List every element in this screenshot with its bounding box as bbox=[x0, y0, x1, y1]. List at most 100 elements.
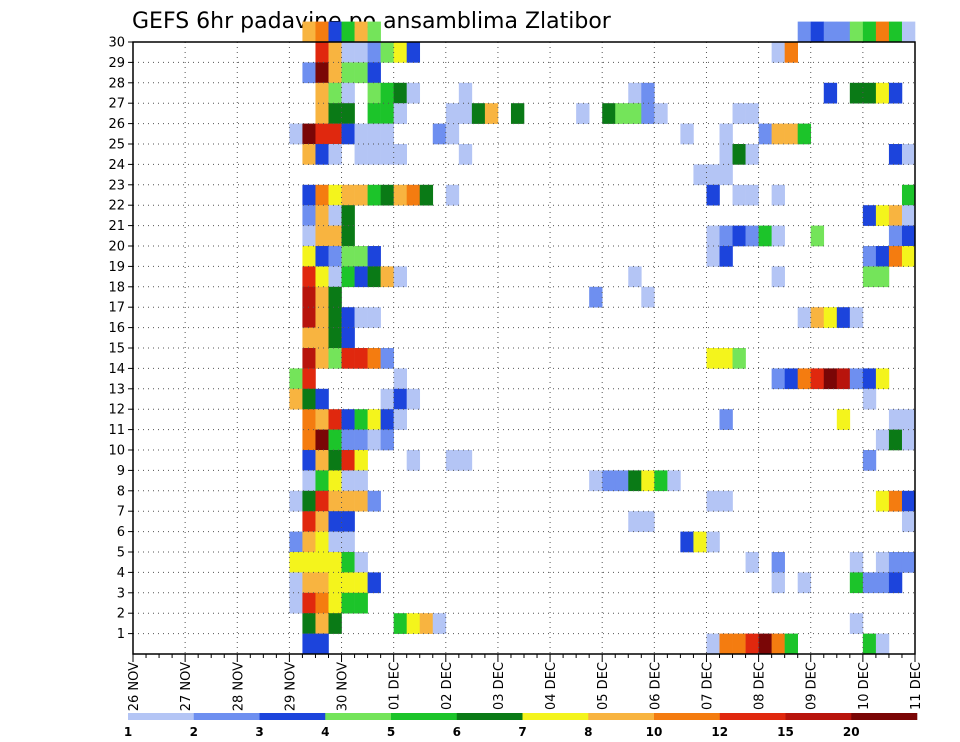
heatmap-cell bbox=[393, 82, 407, 104]
heatmap-cell bbox=[315, 266, 329, 288]
heatmap-cell bbox=[719, 123, 733, 145]
heatmap-cell bbox=[328, 409, 342, 430]
heatmap-cell bbox=[706, 490, 720, 512]
heatmap-cell bbox=[328, 184, 342, 206]
heatmap-cell bbox=[784, 123, 798, 145]
heatmap-cell bbox=[380, 184, 394, 206]
heatmap-cell bbox=[836, 409, 851, 430]
heatmap-cell bbox=[901, 144, 916, 165]
heatmap-cell bbox=[471, 103, 486, 124]
heatmap-cell bbox=[302, 511, 316, 532]
heatmap-cell bbox=[302, 552, 316, 573]
heatmap-cell bbox=[315, 531, 329, 553]
heatmap-cell bbox=[315, 327, 329, 349]
heatmap-cell bbox=[445, 184, 460, 206]
heatmap-cell bbox=[328, 205, 342, 226]
heatmap-cell bbox=[849, 368, 864, 390]
y-tick-label: 7 bbox=[117, 505, 125, 520]
heatmap-cell bbox=[328, 62, 342, 84]
heatmap-cell bbox=[771, 123, 785, 145]
heatmap-cell bbox=[315, 429, 329, 451]
heatmap-cell bbox=[341, 103, 355, 124]
heatmap-cell bbox=[615, 470, 629, 492]
colorbar-tick-label: 3 bbox=[255, 725, 263, 739]
heatmap-cell bbox=[901, 225, 916, 247]
heatmap-cell bbox=[406, 82, 421, 104]
heatmap-cell bbox=[888, 205, 903, 226]
heatmap-cell bbox=[745, 184, 759, 206]
heatmap-cell bbox=[315, 348, 329, 369]
heatmap-cell bbox=[797, 123, 812, 145]
colorbar-swatch bbox=[851, 713, 918, 720]
heatmap-cell bbox=[328, 266, 342, 288]
heatmap-cell bbox=[367, 103, 381, 124]
heatmap-cell bbox=[654, 103, 668, 124]
heatmap-cell bbox=[810, 21, 825, 43]
colorbar-swatch bbox=[588, 713, 655, 720]
heatmap-cell bbox=[354, 348, 368, 369]
heatmap-cell bbox=[849, 82, 864, 104]
heatmap-cell bbox=[458, 144, 473, 165]
y-tick-label: 4 bbox=[117, 566, 125, 581]
heatmap-cell bbox=[302, 490, 316, 512]
heatmap-cell bbox=[302, 327, 316, 349]
heatmap-cell bbox=[367, 21, 381, 43]
heatmap-cell bbox=[354, 42, 368, 63]
heatmap-cell bbox=[706, 225, 720, 247]
heatmap-cell bbox=[706, 348, 720, 369]
heatmap-cell bbox=[901, 511, 916, 532]
heatmap-cell bbox=[745, 103, 759, 124]
x-tick-label: 07 DEC bbox=[700, 662, 715, 710]
y-tick-label: 30 bbox=[108, 36, 125, 51]
heatmap-cell bbox=[328, 286, 342, 308]
colorbar-tick-label: 6 bbox=[453, 725, 461, 739]
heatmap-cell bbox=[289, 592, 303, 614]
heatmap-cell bbox=[875, 246, 890, 267]
heatmap-cell bbox=[589, 470, 603, 492]
heatmap-cell bbox=[328, 531, 342, 553]
heatmap-cell bbox=[302, 266, 316, 288]
heatmap-cell bbox=[393, 184, 407, 206]
y-tick-label: 18 bbox=[108, 280, 125, 295]
heatmap-cell bbox=[315, 552, 329, 573]
heatmap-cell bbox=[341, 205, 355, 226]
colorbar-tick-label: 8 bbox=[584, 725, 592, 739]
heatmap-cell bbox=[341, 327, 355, 349]
heatmap-cell bbox=[771, 368, 785, 390]
heatmap-cell bbox=[810, 307, 825, 328]
heatmap-cell bbox=[341, 123, 355, 145]
heatmap-cell bbox=[315, 511, 329, 532]
heatmap-cell bbox=[341, 409, 355, 430]
y-tick-label: 28 bbox=[108, 76, 125, 91]
heatmap-cell bbox=[380, 409, 394, 430]
heatmap-cell bbox=[862, 21, 877, 43]
x-tick-label: 29 NOV bbox=[283, 662, 298, 711]
heatmap-cell bbox=[289, 123, 303, 145]
heatmap-cell bbox=[341, 531, 355, 553]
heatmap-cell bbox=[328, 21, 342, 43]
heatmap-cell bbox=[315, 470, 329, 492]
heatmap-cell bbox=[615, 103, 629, 124]
heatmap-cell bbox=[315, 103, 329, 124]
heatmap-cell bbox=[732, 225, 746, 247]
heatmap-cell bbox=[628, 266, 642, 288]
heatmap-cell bbox=[302, 409, 316, 430]
heatmap-cell bbox=[901, 21, 916, 43]
heatmap-cell bbox=[367, 307, 381, 328]
heatmap-cell bbox=[745, 144, 759, 165]
colorbar-swatch bbox=[522, 713, 589, 720]
heatmap-cell bbox=[680, 123, 694, 145]
heatmap-cell bbox=[328, 42, 342, 63]
heatmap-cell bbox=[367, 246, 381, 267]
heatmap-cell bbox=[367, 42, 381, 63]
heatmap-cell bbox=[367, 144, 381, 165]
heatmap-cell bbox=[406, 613, 421, 634]
heatmap-cell bbox=[888, 246, 903, 267]
y-tick-label: 16 bbox=[108, 321, 125, 336]
heatmap-cell bbox=[641, 103, 655, 124]
heatmap-cell bbox=[302, 531, 316, 553]
heatmap-cell bbox=[328, 307, 342, 328]
heatmap-cell bbox=[341, 572, 355, 594]
colorbar-tick-label: 4 bbox=[321, 725, 329, 739]
heatmap-cell bbox=[862, 368, 877, 390]
